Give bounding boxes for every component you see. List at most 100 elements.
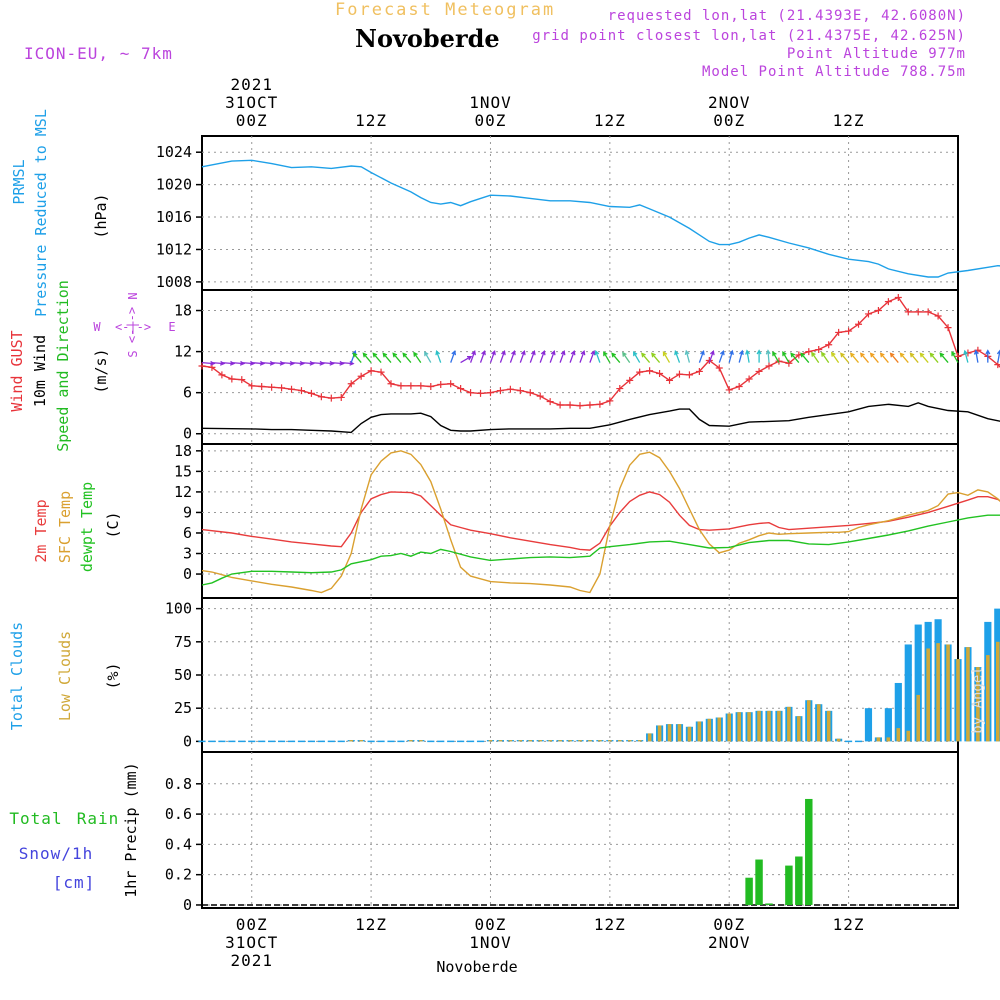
low-clouds-bar	[767, 710, 771, 742]
low-clouds-bar	[995, 641, 1000, 742]
series-line	[201, 491, 1000, 551]
low-clouds-bar	[419, 740, 423, 742]
y-tick-label: 0	[183, 896, 192, 914]
low-clouds-bar	[836, 738, 841, 742]
bottom-time-label: 00Z	[236, 915, 268, 934]
low-clouds-bar	[727, 713, 732, 742]
top-time-label: 00Z	[713, 111, 745, 130]
low-clouds-bar	[797, 716, 801, 742]
y-tick-label: 15	[174, 462, 192, 480]
y-tick-label: 0.6	[165, 805, 192, 823]
wind-direction-arrow	[889, 352, 899, 364]
wind-gust-label: Wind GUST	[8, 330, 26, 411]
wind-direction-arrow	[765, 349, 771, 363]
gust-marker	[407, 382, 415, 390]
wind-direction-arrow	[509, 350, 516, 363]
low-clouds-bar	[359, 740, 363, 742]
wind-unit-label: (m/s)	[92, 348, 110, 393]
gust-marker	[715, 364, 723, 372]
top-time-label: 12Z	[594, 111, 626, 130]
wind-direction-arrow	[821, 351, 830, 363]
wind-direction-arrow	[919, 352, 929, 364]
gust-marker	[477, 389, 485, 397]
low-clouds-bar	[886, 737, 891, 742]
low-clouds-bar	[707, 718, 712, 742]
wind-direction-arrow	[392, 352, 402, 364]
y-tick-label: 0	[183, 732, 192, 750]
gust-marker	[268, 383, 276, 391]
low-clouds-bar	[956, 659, 960, 742]
wind-direction-arrow	[929, 352, 939, 364]
wind-direction-arrow	[489, 350, 496, 363]
low-clouds-bar	[896, 728, 901, 742]
gust-marker	[894, 294, 902, 302]
gust-marker	[666, 376, 674, 384]
y-tick-label: 0.2	[165, 866, 192, 884]
low-clouds-bar	[747, 712, 751, 742]
gust-marker	[457, 385, 465, 393]
gust-marker	[735, 383, 743, 391]
wind-direction-arrow	[772, 351, 780, 363]
wind-direction-arrow	[641, 352, 651, 364]
low-clouds-bar	[986, 655, 990, 742]
pressure-panel-frame	[201, 135, 959, 291]
wind-direction-arrow	[549, 350, 556, 363]
wind-direction-arrow	[424, 351, 432, 363]
gust-marker	[675, 370, 683, 378]
gust-marker	[278, 384, 286, 392]
low-clouds-bar	[518, 740, 523, 742]
low-clouds-bar	[508, 740, 513, 742]
y-tick-label: 25	[174, 699, 192, 717]
wind-direction-arrow	[840, 352, 850, 364]
total-clouds-label: Total Clouds	[8, 622, 26, 730]
wind-direction-arrow	[579, 350, 586, 363]
bottom-time-label: 12Z	[594, 915, 626, 934]
y-tick-label: 50	[174, 666, 192, 684]
rain-bar	[785, 865, 793, 905]
wind-direction-arrow	[539, 350, 546, 363]
gust-marker	[516, 387, 524, 395]
gust-marker	[685, 371, 693, 379]
low-clouds-bar	[737, 712, 741, 742]
wind-direction-arrow	[973, 349, 979, 363]
y-tick-label: 75	[174, 633, 192, 651]
requested-coordinates: requested lon,lat (21.4393E, 42.6080N)	[607, 8, 966, 24]
low-clouds-bar	[806, 700, 811, 742]
wind-direction-arrow	[352, 352, 362, 364]
gust-marker	[785, 359, 793, 367]
compass-north-label: N	[126, 292, 140, 299]
wind-direction-arrow	[651, 352, 661, 364]
low-clouds-bar	[876, 737, 881, 742]
wind-direction-arrow	[869, 352, 879, 364]
rain-bar	[805, 798, 813, 905]
low-clouds-bar	[826, 710, 831, 742]
compass-ns-arrow: <-|->	[125, 307, 139, 343]
grid-point-coordinates: grid point closest lon,lat (21.4375E, 42…	[532, 28, 966, 44]
gust-marker	[775, 357, 783, 365]
low-clouds-bar	[906, 730, 911, 742]
wind-direction-arrow	[728, 349, 734, 363]
pressure-long-label: Pressure Reduced to MSL	[32, 109, 50, 317]
wind-direction-arrow	[603, 351, 611, 363]
gust-marker	[884, 298, 892, 306]
y-tick-label: 6	[183, 384, 192, 402]
wind-direction-arrow	[963, 349, 969, 363]
gust-marker	[546, 398, 554, 406]
top-time-label: 2NOV	[708, 93, 751, 112]
precip-unit-label: 1hr Precip (mm)	[122, 762, 140, 897]
wind-direction-arrow	[790, 352, 800, 364]
gust-marker	[248, 382, 256, 390]
snow-label: Snow/1h	[19, 844, 93, 863]
series-line	[201, 402, 1000, 434]
low-clouds-bar	[637, 740, 642, 742]
y-tick-label: 100	[165, 600, 192, 618]
wind-direction-arrow	[499, 350, 506, 363]
gust-marker	[924, 308, 932, 316]
top-time-label: 12Z	[355, 111, 387, 130]
wind-direction-arrow	[569, 350, 576, 363]
bottom-time-label: 31OCT	[225, 933, 278, 952]
wind-direction-arrow	[909, 352, 919, 364]
wind-direction-arrow	[271, 360, 285, 366]
low-clouds-bar	[946, 644, 950, 742]
